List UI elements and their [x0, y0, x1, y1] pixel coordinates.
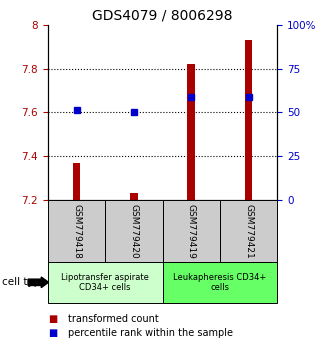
Text: ■: ■	[48, 328, 57, 338]
Bar	[73, 163, 80, 200]
Text: cell type: cell type	[2, 277, 46, 287]
Bar	[130, 193, 138, 200]
Bar	[187, 64, 195, 200]
Text: GSM779419: GSM779419	[187, 204, 196, 258]
Text: Leukapheresis CD34+
cells: Leukapheresis CD34+ cells	[173, 273, 267, 292]
Title: GDS4079 / 8006298: GDS4079 / 8006298	[92, 8, 233, 22]
Text: ■: ■	[48, 314, 57, 324]
Text: GSM779421: GSM779421	[244, 204, 253, 258]
Text: GSM779418: GSM779418	[72, 204, 81, 258]
Text: Lipotransfer aspirate
CD34+ cells: Lipotransfer aspirate CD34+ cells	[61, 273, 149, 292]
Text: percentile rank within the sample: percentile rank within the sample	[68, 328, 233, 338]
Bar	[245, 40, 252, 200]
Text: GSM779420: GSM779420	[129, 204, 138, 258]
Text: transformed count: transformed count	[68, 314, 158, 324]
